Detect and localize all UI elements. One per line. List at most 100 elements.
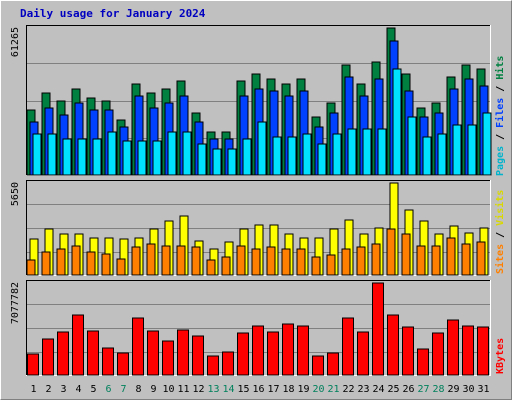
sites-bar-8	[131, 246, 141, 276]
panel-2-ymax-label: 5650	[10, 182, 21, 206]
legend-files: Files	[494, 98, 506, 134]
day-label-17: 17	[267, 384, 279, 395]
kbytes-bar-22	[342, 317, 354, 376]
pages-bar-5	[92, 138, 102, 176]
pages-bar-15	[242, 138, 252, 176]
day-label-19: 19	[297, 384, 309, 395]
legend-sep-3: /	[495, 232, 506, 244]
sites-bar-30	[461, 243, 471, 276]
day-label-28: 28	[432, 384, 444, 395]
pages-bar-13	[212, 148, 222, 176]
day-label-18: 18	[282, 384, 294, 395]
day-label-4: 4	[75, 384, 81, 395]
sites-bar-12	[191, 246, 201, 276]
legend-pages: Pages	[495, 146, 506, 176]
kbytes-bar-4	[72, 314, 84, 376]
day-label-31: 31	[477, 384, 489, 395]
pages-bar-29	[452, 124, 462, 176]
pages-bar-19	[302, 133, 312, 176]
kbytes-bar-12	[192, 335, 204, 376]
day-label-25: 25	[387, 384, 399, 395]
day-label-15: 15	[237, 384, 249, 395]
pages-bar-21	[332, 133, 342, 176]
pages-bar-3	[62, 138, 72, 176]
day-label-8: 8	[135, 384, 141, 395]
legend-sep-1: /	[495, 134, 506, 146]
day-label-21: 21	[327, 384, 339, 395]
sites-bar-3	[56, 248, 66, 276]
pages-bar-31	[482, 112, 492, 176]
day-label-23: 23	[357, 384, 369, 395]
legend-visits: Visits	[494, 190, 506, 232]
pages-bar-27	[422, 136, 432, 176]
pages-bar-4	[77, 138, 87, 176]
sites-bar-25	[386, 228, 396, 276]
sites-bar-17	[266, 246, 276, 276]
pages-bar-17	[272, 136, 282, 176]
sites-bar-22	[341, 248, 351, 276]
sites-bar-23	[356, 246, 366, 276]
pages-bar-28	[437, 133, 447, 176]
day-label-26: 26	[402, 384, 414, 395]
kbytes-bar-24	[372, 282, 384, 376]
sites-bar-13	[206, 259, 216, 276]
pages-bar-23	[362, 128, 372, 176]
kbytes-bar-1	[27, 353, 39, 376]
panel-2-legend: Sites / Visits	[494, 190, 506, 274]
kbytes-bar-21	[327, 352, 339, 376]
day-label-9: 9	[150, 384, 156, 395]
kbytes-bar-23	[357, 331, 369, 376]
pages-bar-22	[347, 128, 357, 176]
pages-bar-25	[392, 68, 402, 176]
pages-bar-30	[467, 124, 477, 176]
sites-bar-18	[281, 248, 291, 276]
day-label-13: 13	[207, 384, 219, 395]
day-label-1: 1	[30, 384, 36, 395]
sites-bar-9	[146, 243, 156, 276]
day-label-24: 24	[372, 384, 384, 395]
kbytes-bar-26	[402, 326, 414, 376]
day-label-10: 10	[162, 384, 174, 395]
kbytes-bar-16	[252, 325, 264, 376]
pages-bar-1	[32, 133, 42, 176]
day-label-30: 30	[462, 384, 474, 395]
kbytes-bar-20	[312, 355, 324, 376]
day-label-22: 22	[342, 384, 354, 395]
day-label-29: 29	[447, 384, 459, 395]
legend-sites: Sites	[494, 244, 506, 274]
pages-bar-24	[377, 128, 387, 176]
day-label-16: 16	[252, 384, 264, 395]
pages-bar-7	[122, 140, 132, 176]
day-label-20: 20	[312, 384, 324, 395]
pages-bar-10	[167, 131, 177, 176]
kbytes-bar-2	[42, 338, 54, 376]
kbytes-bar-19	[297, 325, 309, 376]
sites-bar-1	[26, 259, 36, 276]
day-label-12: 12	[192, 384, 204, 395]
day-label-7: 7	[120, 384, 126, 395]
kbytes-bar-27	[417, 348, 429, 376]
kbytes-bar-13	[207, 355, 219, 376]
day-label-6: 6	[105, 384, 111, 395]
pages-bar-11	[182, 131, 192, 176]
chart-title: Daily usage for January 2024	[20, 7, 206, 20]
sites-bar-16	[251, 248, 261, 276]
kbytes-bar-11	[177, 329, 189, 376]
sites-bar-14	[221, 256, 231, 276]
legend-hits: Hits	[494, 56, 506, 86]
sites-bar-2	[41, 251, 51, 276]
sites-bar-6	[101, 253, 111, 276]
sites-bar-4	[71, 245, 81, 276]
day-label-14: 14	[222, 384, 234, 395]
day-label-3: 3	[60, 384, 66, 395]
panel-1-ymax-label: 61265	[10, 27, 21, 57]
legend-kbytes: KBytes	[495, 338, 506, 374]
sites-bar-27	[416, 245, 426, 276]
sites-bar-10	[161, 245, 171, 276]
day-label-5: 5	[90, 384, 96, 395]
pages-bar-16	[257, 121, 267, 176]
pages-bar-14	[227, 148, 237, 176]
kbytes-bar-29	[447, 319, 459, 376]
kbytes-bar-28	[432, 332, 444, 376]
pages-bar-18	[287, 136, 297, 176]
